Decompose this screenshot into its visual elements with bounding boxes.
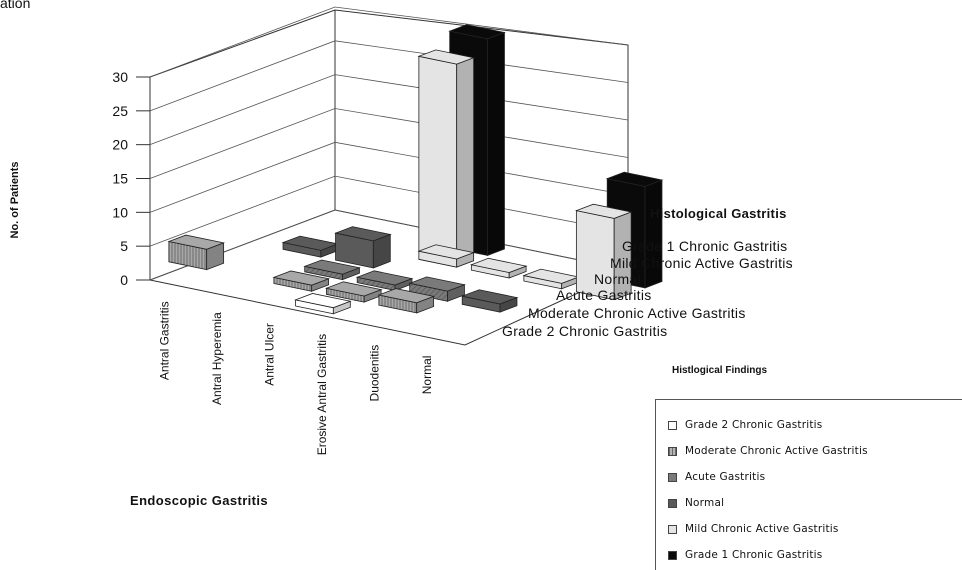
cropped-top-text: ation: [0, 0, 30, 11]
y-tick-label: 5: [120, 238, 128, 254]
y-tick-label: 25: [112, 103, 128, 119]
x-axis-labels: Antral Gastritis Antral Hyperemia Antral U…: [157, 301, 434, 455]
gridline: [149, 40, 629, 112]
x-tick-label: Antral Hyperemia: [210, 312, 224, 405]
legend-title: Histlogical Findings: [672, 365, 767, 376]
bar: [469, 257, 528, 279]
bar-front: [418, 55, 458, 268]
depth-tick-label: Mild Chronic Active Gastritis: [610, 255, 793, 271]
legend-item: Acute Gastritis: [668, 470, 765, 484]
depth-axis-label: Histological Gastritis: [650, 206, 787, 221]
x-tick-label: Erosive Antral Gastritis: [315, 334, 329, 455]
bar-top: [303, 259, 361, 275]
y-tick-label: 10: [112, 204, 128, 220]
bar-top: [448, 24, 506, 40]
legend-label: Grade 2 Chronic Gastritis: [685, 419, 823, 431]
legend-swatch: [668, 498, 677, 508]
bar-top: [469, 257, 528, 273]
legend-label: Acute Gastritis: [685, 471, 766, 483]
bar-top: [334, 226, 392, 242]
bars-group: [167, 24, 664, 315]
legend-label: Moderate Chronic Active Gastritis: [685, 445, 868, 457]
bar: [522, 268, 581, 290]
bar-top: [355, 270, 414, 286]
legend-item: Grade 2 Chronic Gastritis: [668, 418, 822, 432]
legend-item: Grade 1 Chronic Gastritis: [668, 548, 822, 562]
legend-swatch: [668, 550, 677, 560]
depth-tick-label: Grade 1 Chronic Gastritis: [622, 238, 787, 254]
gridline: [149, 175, 629, 247]
depth-tick-label: Moderate Chronic Active Gastritis: [528, 305, 746, 321]
bar: [324, 281, 383, 303]
gridline: [149, 74, 629, 146]
legend-item: Mild Chronic Active Gastritis: [668, 522, 839, 536]
bar: [417, 49, 476, 268]
bar-top: [324, 281, 383, 297]
bar: [417, 244, 476, 268]
legend-label: Grade 1 Chronic Gastritis: [685, 549, 823, 561]
bar: [167, 234, 226, 271]
legend-swatch: [668, 524, 677, 534]
legend-swatch: [668, 446, 677, 456]
x-axis-label: Endoscopic Gastritis: [130, 493, 268, 508]
bar: [377, 288, 436, 314]
legend-item: Normal: [668, 496, 724, 510]
bar-top: [460, 289, 519, 305]
gridline: [149, 6, 629, 78]
x-tick-label: Duodenitis: [367, 345, 381, 402]
bar-top: [417, 49, 476, 65]
x-tick-label: Normal: [420, 356, 434, 395]
bar: [294, 293, 352, 315]
bar: [355, 270, 414, 292]
depth-tick-label: Grade 2 Chronic Gastritis: [502, 323, 667, 339]
bar-side: [487, 31, 505, 257]
gridline: [149, 108, 629, 179]
y-axis-label: No. of Patients: [9, 161, 21, 238]
bar-top: [574, 203, 633, 219]
legend-swatch: [668, 472, 677, 482]
bar: [460, 289, 519, 313]
x-tick-label: Antral Gastritis: [157, 301, 171, 380]
bar-side: [456, 57, 475, 268]
y-tick-label: 20: [112, 137, 128, 153]
bar-top: [167, 234, 226, 250]
legend-label: Mild Chronic Active Gastritis: [685, 523, 839, 535]
depth-tick-label: Acute Gastritis: [556, 287, 652, 303]
legend: Grade 2 Chronic Gastritis Moderate Chroni…: [655, 399, 962, 570]
back-wall-edge: [149, 9, 629, 270]
bar-top: [294, 293, 352, 309]
bar: [281, 235, 340, 258]
legend-label: Normal: [685, 497, 725, 509]
bar: [303, 259, 361, 281]
bar: [574, 203, 633, 301]
bar-top: [272, 270, 331, 286]
bar: [408, 276, 466, 302]
x-tick-label: Antral Ulcer: [262, 323, 276, 386]
depth-tick-label: Normal: [594, 271, 641, 287]
y-tick-label: 30: [112, 69, 128, 85]
bar-top: [417, 244, 476, 260]
y-tick-label: 0: [120, 272, 128, 288]
gridline: [149, 141, 629, 213]
y-axis-ticks: 0 5 10 15 20 25 30: [112, 69, 150, 288]
y-tick-label: 15: [112, 171, 128, 187]
bar-top: [377, 288, 436, 304]
legend-swatch: [668, 420, 677, 430]
bar-top: [605, 171, 664, 187]
bar: [334, 226, 392, 269]
bar-side: [644, 179, 663, 289]
floor-front-edge: [149, 269, 629, 346]
bar-top: [408, 276, 466, 292]
bar: [272, 270, 331, 292]
legend-item: Moderate Chronic Active Gastritis: [668, 444, 868, 458]
